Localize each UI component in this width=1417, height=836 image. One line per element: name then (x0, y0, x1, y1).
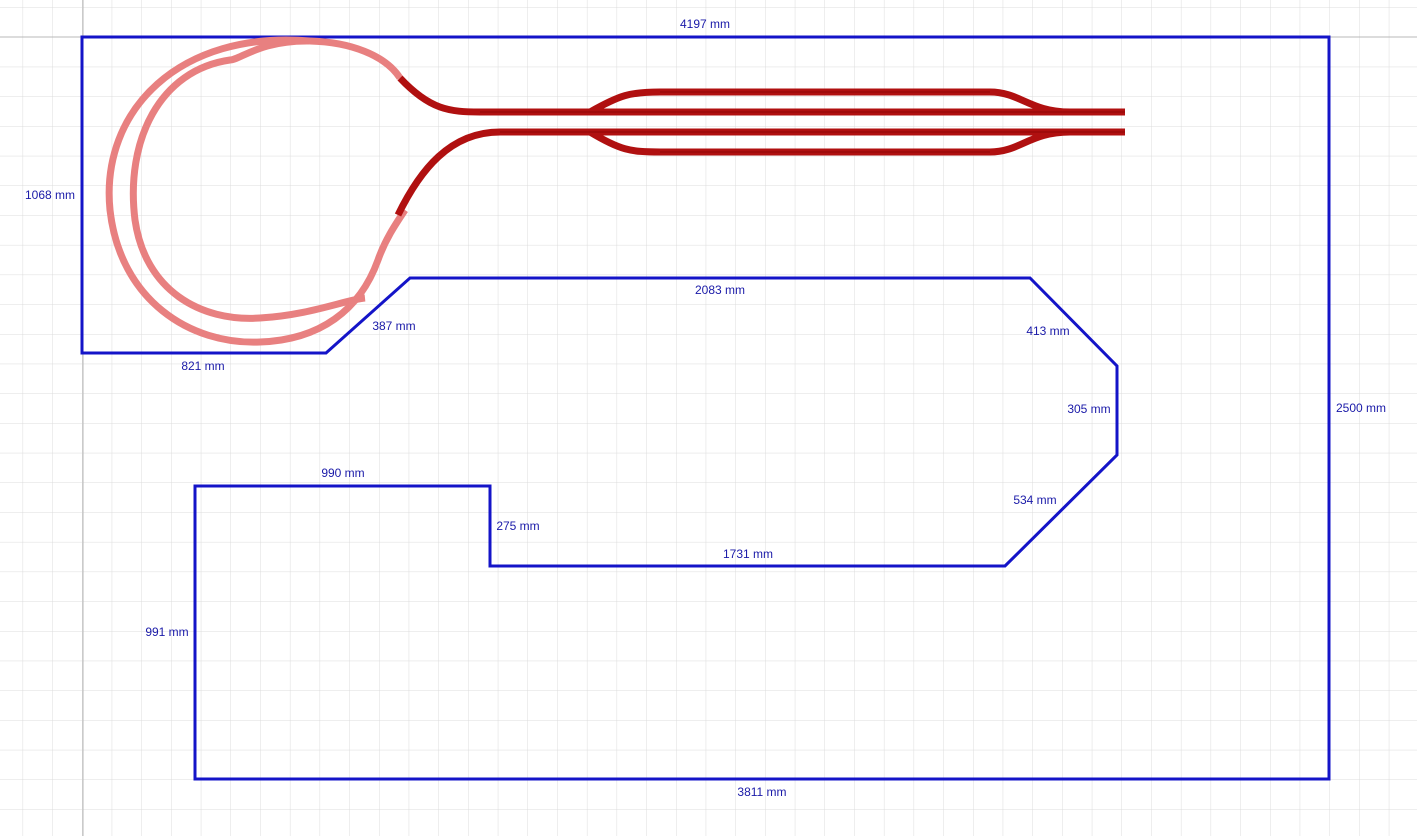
dimension-label: 2500 mm (1336, 401, 1386, 415)
track-inner (129, 37, 366, 322)
board-outline (80, 35, 1331, 781)
dimension-label: 1068 mm (25, 188, 75, 202)
dimension-label: 387 mm (372, 319, 415, 333)
dimension-label: 991 mm (145, 625, 188, 639)
dimension-label: 1731 mm (723, 547, 773, 561)
dimension-label: 305 mm (1067, 402, 1110, 416)
track-rails (480, 91, 1125, 153)
dimension-label: 990 mm (321, 466, 364, 480)
dimension-label: 413 mm (1026, 324, 1069, 338)
dimension-label: 275 mm (496, 519, 539, 533)
dimension-label: 821 mm (181, 359, 224, 373)
dimension-label: 2083 mm (695, 283, 745, 297)
track-top (309, 37, 403, 81)
track-loop (105, 36, 408, 346)
dimension-label: 4197 mm (680, 17, 730, 31)
dimension-label: 3811 mm (737, 785, 786, 799)
track-main-1 (397, 75, 1125, 116)
dimension-label: 534 mm (1013, 493, 1056, 507)
track-main-2 (394, 128, 1125, 217)
track-outer (105, 36, 408, 346)
